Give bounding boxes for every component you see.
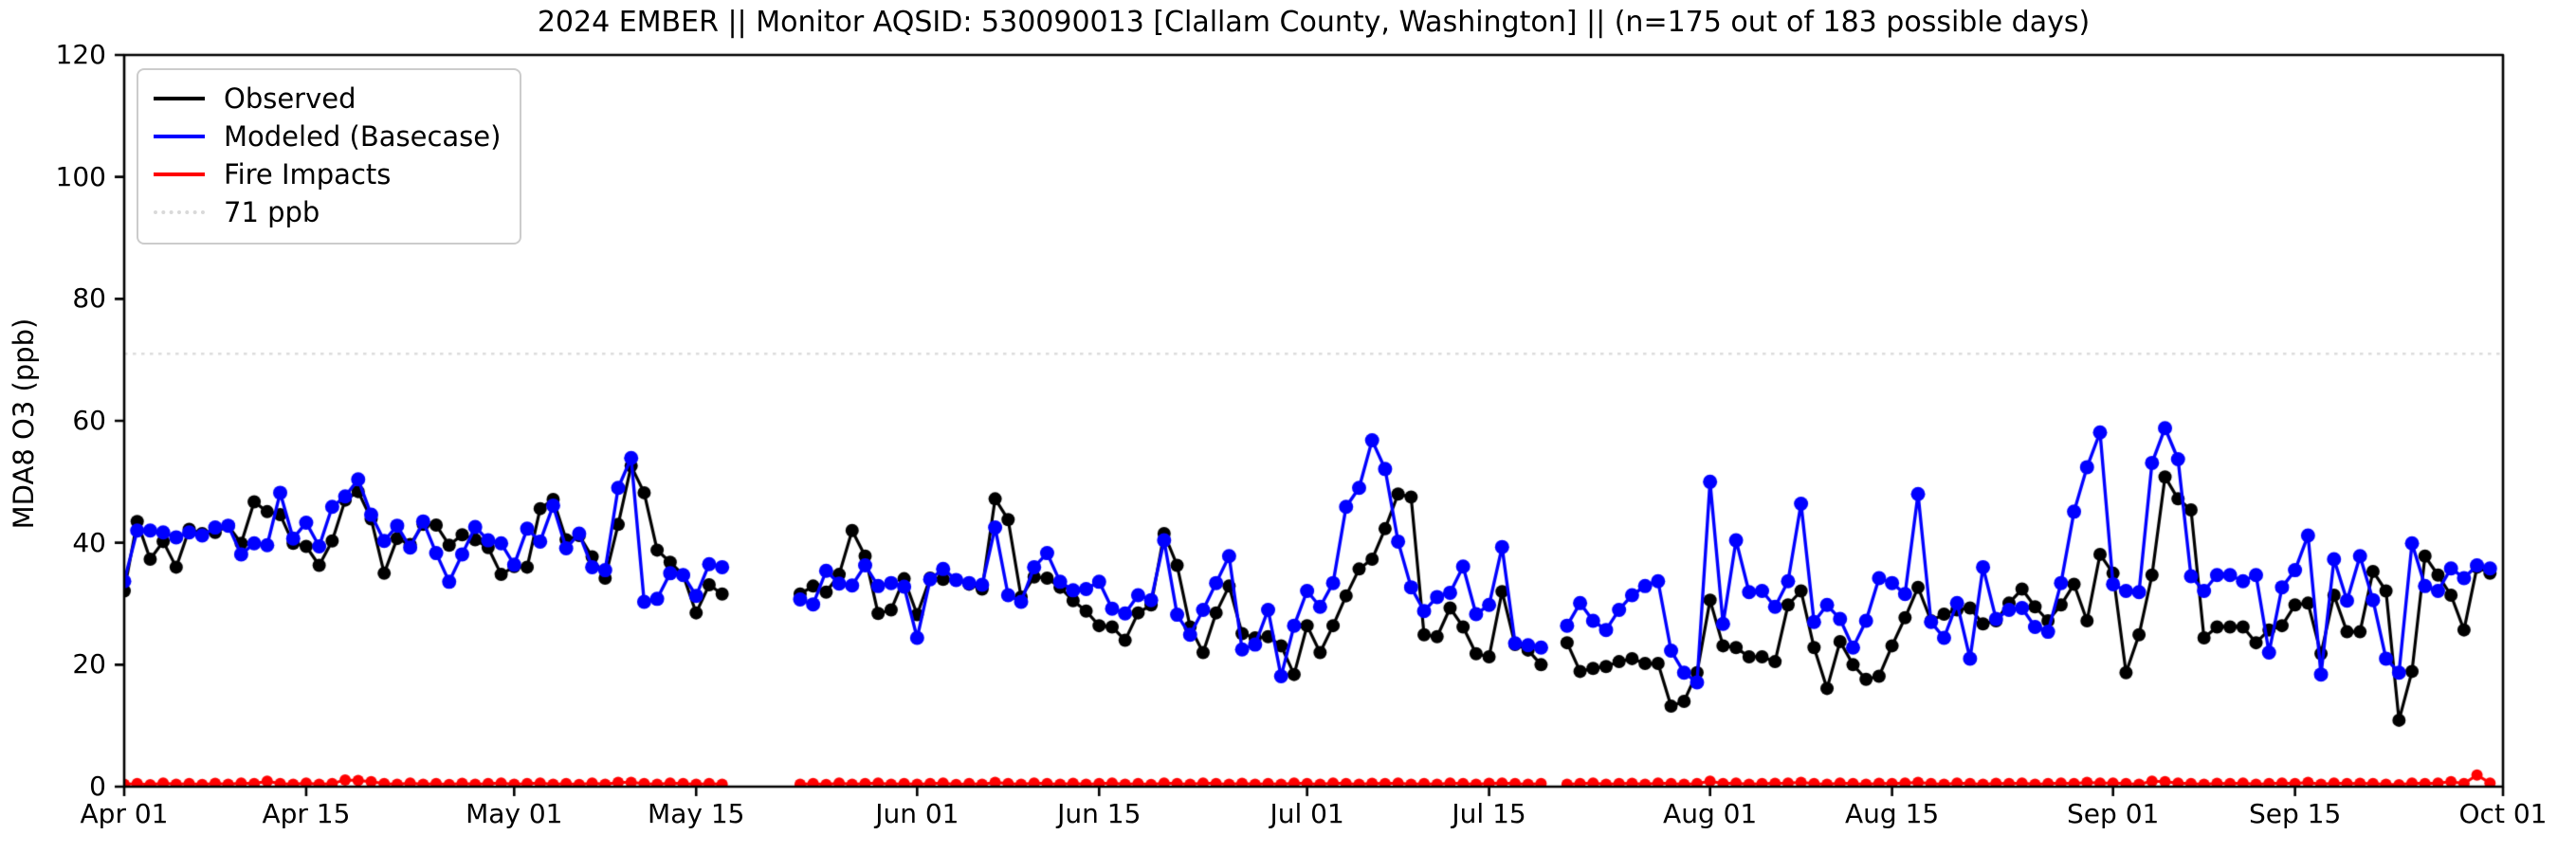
legend-item: Modeled (Basecase) <box>154 118 501 155</box>
chart-title: 2024 EMBER || Monitor AQSID: 530090013 [… <box>537 6 2091 39</box>
legend-label: Observed <box>224 82 356 115</box>
legend-label: Modeled (Basecase) <box>224 120 502 153</box>
x-tick-label: Jul 15 <box>1452 798 1526 829</box>
x-tick-label: Aug 15 <box>1845 798 1940 829</box>
y-tick-label: 20 <box>72 648 106 681</box>
x-tick-label: Jul 01 <box>1270 798 1344 829</box>
x-tick-label: Jun 01 <box>875 798 959 829</box>
y-tick-label: 120 <box>55 39 106 70</box>
x-tick-label: Sep 15 <box>2248 798 2342 829</box>
legend: Observed Modeled (Basecase) Fire Impacts 71… <box>137 68 522 245</box>
y-tick-label: 60 <box>72 405 106 436</box>
legend-swatch-modeled-basecase--icon <box>154 135 205 138</box>
y-tick-label: 40 <box>72 526 106 558</box>
x-tick-label: Apr 01 <box>80 798 169 829</box>
x-tick-label: Oct 01 <box>2458 798 2548 829</box>
legend-item: Fire Impacts <box>154 155 501 193</box>
x-tick-label: May 15 <box>648 798 745 829</box>
x-tick-label: Jun 15 <box>1057 798 1142 829</box>
x-tick-label: Sep 01 <box>2067 798 2160 829</box>
legend-swatch-71-ppb-icon <box>154 210 205 214</box>
legend-swatch-fire-impacts-icon <box>154 172 205 176</box>
y-tick-label: 100 <box>55 160 106 192</box>
legend-item: Observed <box>154 80 501 118</box>
y-tick-label: 80 <box>72 282 106 315</box>
legend-swatch-observed-icon <box>154 97 205 100</box>
legend-label: 71 ppb <box>224 196 320 228</box>
x-tick-label: May 01 <box>466 798 563 829</box>
y-tick-label: 0 <box>89 771 106 802</box>
legend-item: 71 ppb <box>154 193 501 231</box>
x-tick-label: Aug 01 <box>1663 798 1758 829</box>
x-tick-label: Apr 15 <box>262 798 351 829</box>
legend-label: Fire Impacts <box>224 158 392 191</box>
